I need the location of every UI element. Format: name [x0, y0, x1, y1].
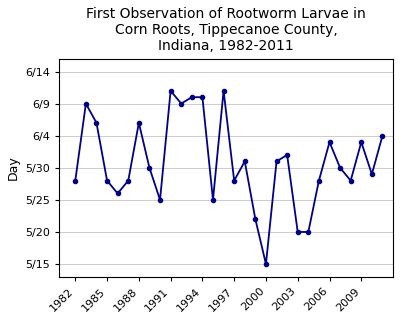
Title: First Observation of Rootworm Larvae in
Corn Roots, Tippecanoe County,
Indiana, : First Observation of Rootworm Larvae in … [86, 7, 366, 53]
Y-axis label: Day: Day [7, 156, 20, 180]
